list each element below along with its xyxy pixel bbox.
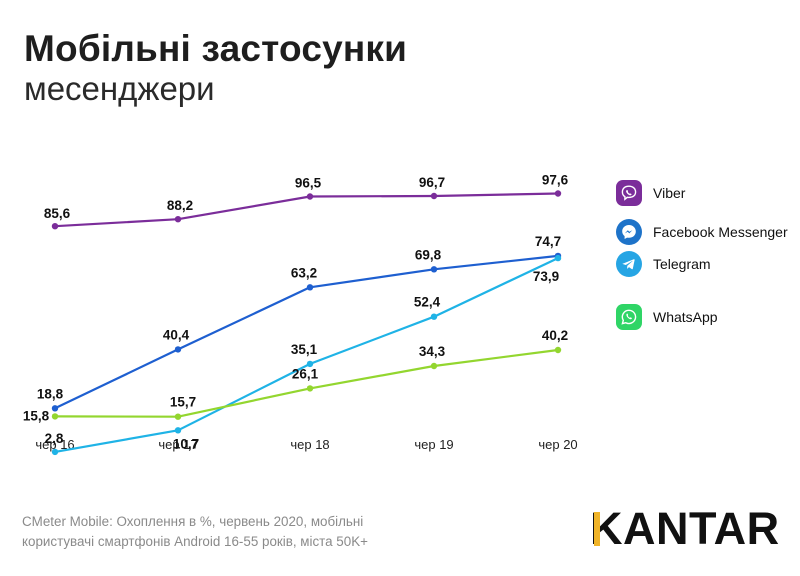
- series-line-viber: [54, 192, 559, 228]
- chart-subtitle: месенджери: [24, 70, 215, 107]
- source-footnote: CMeter Mobile: Охоплення в %, червень 20…: [22, 512, 442, 552]
- data-point: [306, 360, 314, 368]
- messenger-icon: [616, 219, 642, 245]
- x-tick-label: чер 16: [35, 437, 74, 452]
- data-point: [174, 346, 182, 353]
- data-point: [430, 266, 438, 273]
- data-point: [306, 193, 314, 200]
- data-point: [306, 385, 314, 392]
- data-label: 15,8: [23, 408, 50, 423]
- data-point: [51, 413, 59, 420]
- data-label: 88,2: [167, 198, 193, 213]
- legend-item-viber: Viber: [616, 180, 685, 206]
- x-tick-label: чер 18: [290, 437, 329, 452]
- data-point: [430, 362, 438, 370]
- data-label: 15,7: [170, 395, 196, 410]
- data-label: 96,7: [419, 175, 445, 190]
- logo-text: ANTAR: [623, 503, 780, 554]
- data-point: [174, 216, 182, 223]
- legend-item-telegram: Telegram: [616, 251, 711, 277]
- data-point: [430, 192, 438, 200]
- data-label: 69,8: [415, 247, 442, 262]
- data-point: [430, 313, 438, 320]
- chart-title: Мобільні застосунки: [24, 28, 408, 69]
- x-tick-label: чер 19: [414, 437, 453, 452]
- data-label: 97,6: [542, 173, 569, 188]
- footnote-line-1: CMeter Mobile: Охоплення в %, червень 20…: [22, 514, 364, 529]
- kantar-logo: KANTAR: [590, 503, 780, 555]
- footnote-line-2: користувачі смартфонів Android 16-55 рок…: [22, 534, 368, 549]
- data-point: [554, 254, 562, 262]
- legend-item-whatsapp: WhatsApp: [616, 304, 718, 330]
- series-line-whatsapp: [54, 348, 559, 418]
- legend-label-telegram: Telegram: [653, 256, 711, 272]
- data-point: [174, 427, 182, 434]
- data-label: 34,3: [419, 344, 446, 359]
- data-label: 10,7: [173, 436, 199, 451]
- data-label: 40,4: [163, 327, 190, 342]
- data-label: 2,8: [45, 431, 64, 446]
- viber-icon: [616, 180, 642, 206]
- data-point: [554, 346, 562, 354]
- x-tick-label: чер 17: [158, 437, 197, 452]
- data-point: [51, 223, 59, 230]
- data-point: [174, 413, 182, 420]
- data-label: 96,5: [295, 176, 322, 191]
- data-label: 52,4: [414, 295, 441, 310]
- data-label: 40,2: [542, 328, 568, 343]
- data-label: 74,7: [535, 234, 561, 249]
- data-label: 26,1: [292, 366, 319, 381]
- data-label: 85,6: [44, 206, 71, 221]
- data-point: [306, 284, 314, 291]
- line-chart: чер 16 чер 17 чер 18 чер 19 чер 20 85,6 88,2 96…: [23, 173, 578, 456]
- legend-label-whatsapp: WhatsApp: [653, 309, 718, 325]
- data-label: 63,2: [291, 265, 317, 280]
- whatsapp-icon: [616, 304, 642, 330]
- logo-accent-bar: [594, 512, 600, 546]
- x-tick-label: чер 20: [538, 437, 577, 452]
- legend-label-viber: Viber: [653, 185, 686, 201]
- data-label: 35,1: [291, 342, 318, 357]
- legend-item-facebook-messenger: Facebook Messenger: [616, 219, 788, 245]
- telegram-icon: [616, 251, 642, 277]
- data-label: 73,9: [533, 269, 559, 284]
- legend-label-facebook-messenger: Facebook Messenger: [653, 224, 788, 240]
- logo-letter-k: K: [590, 503, 623, 554]
- data-point: [51, 448, 59, 456]
- data-point: [51, 405, 59, 412]
- data-point: [554, 190, 562, 197]
- data-label: 18,8: [37, 386, 64, 401]
